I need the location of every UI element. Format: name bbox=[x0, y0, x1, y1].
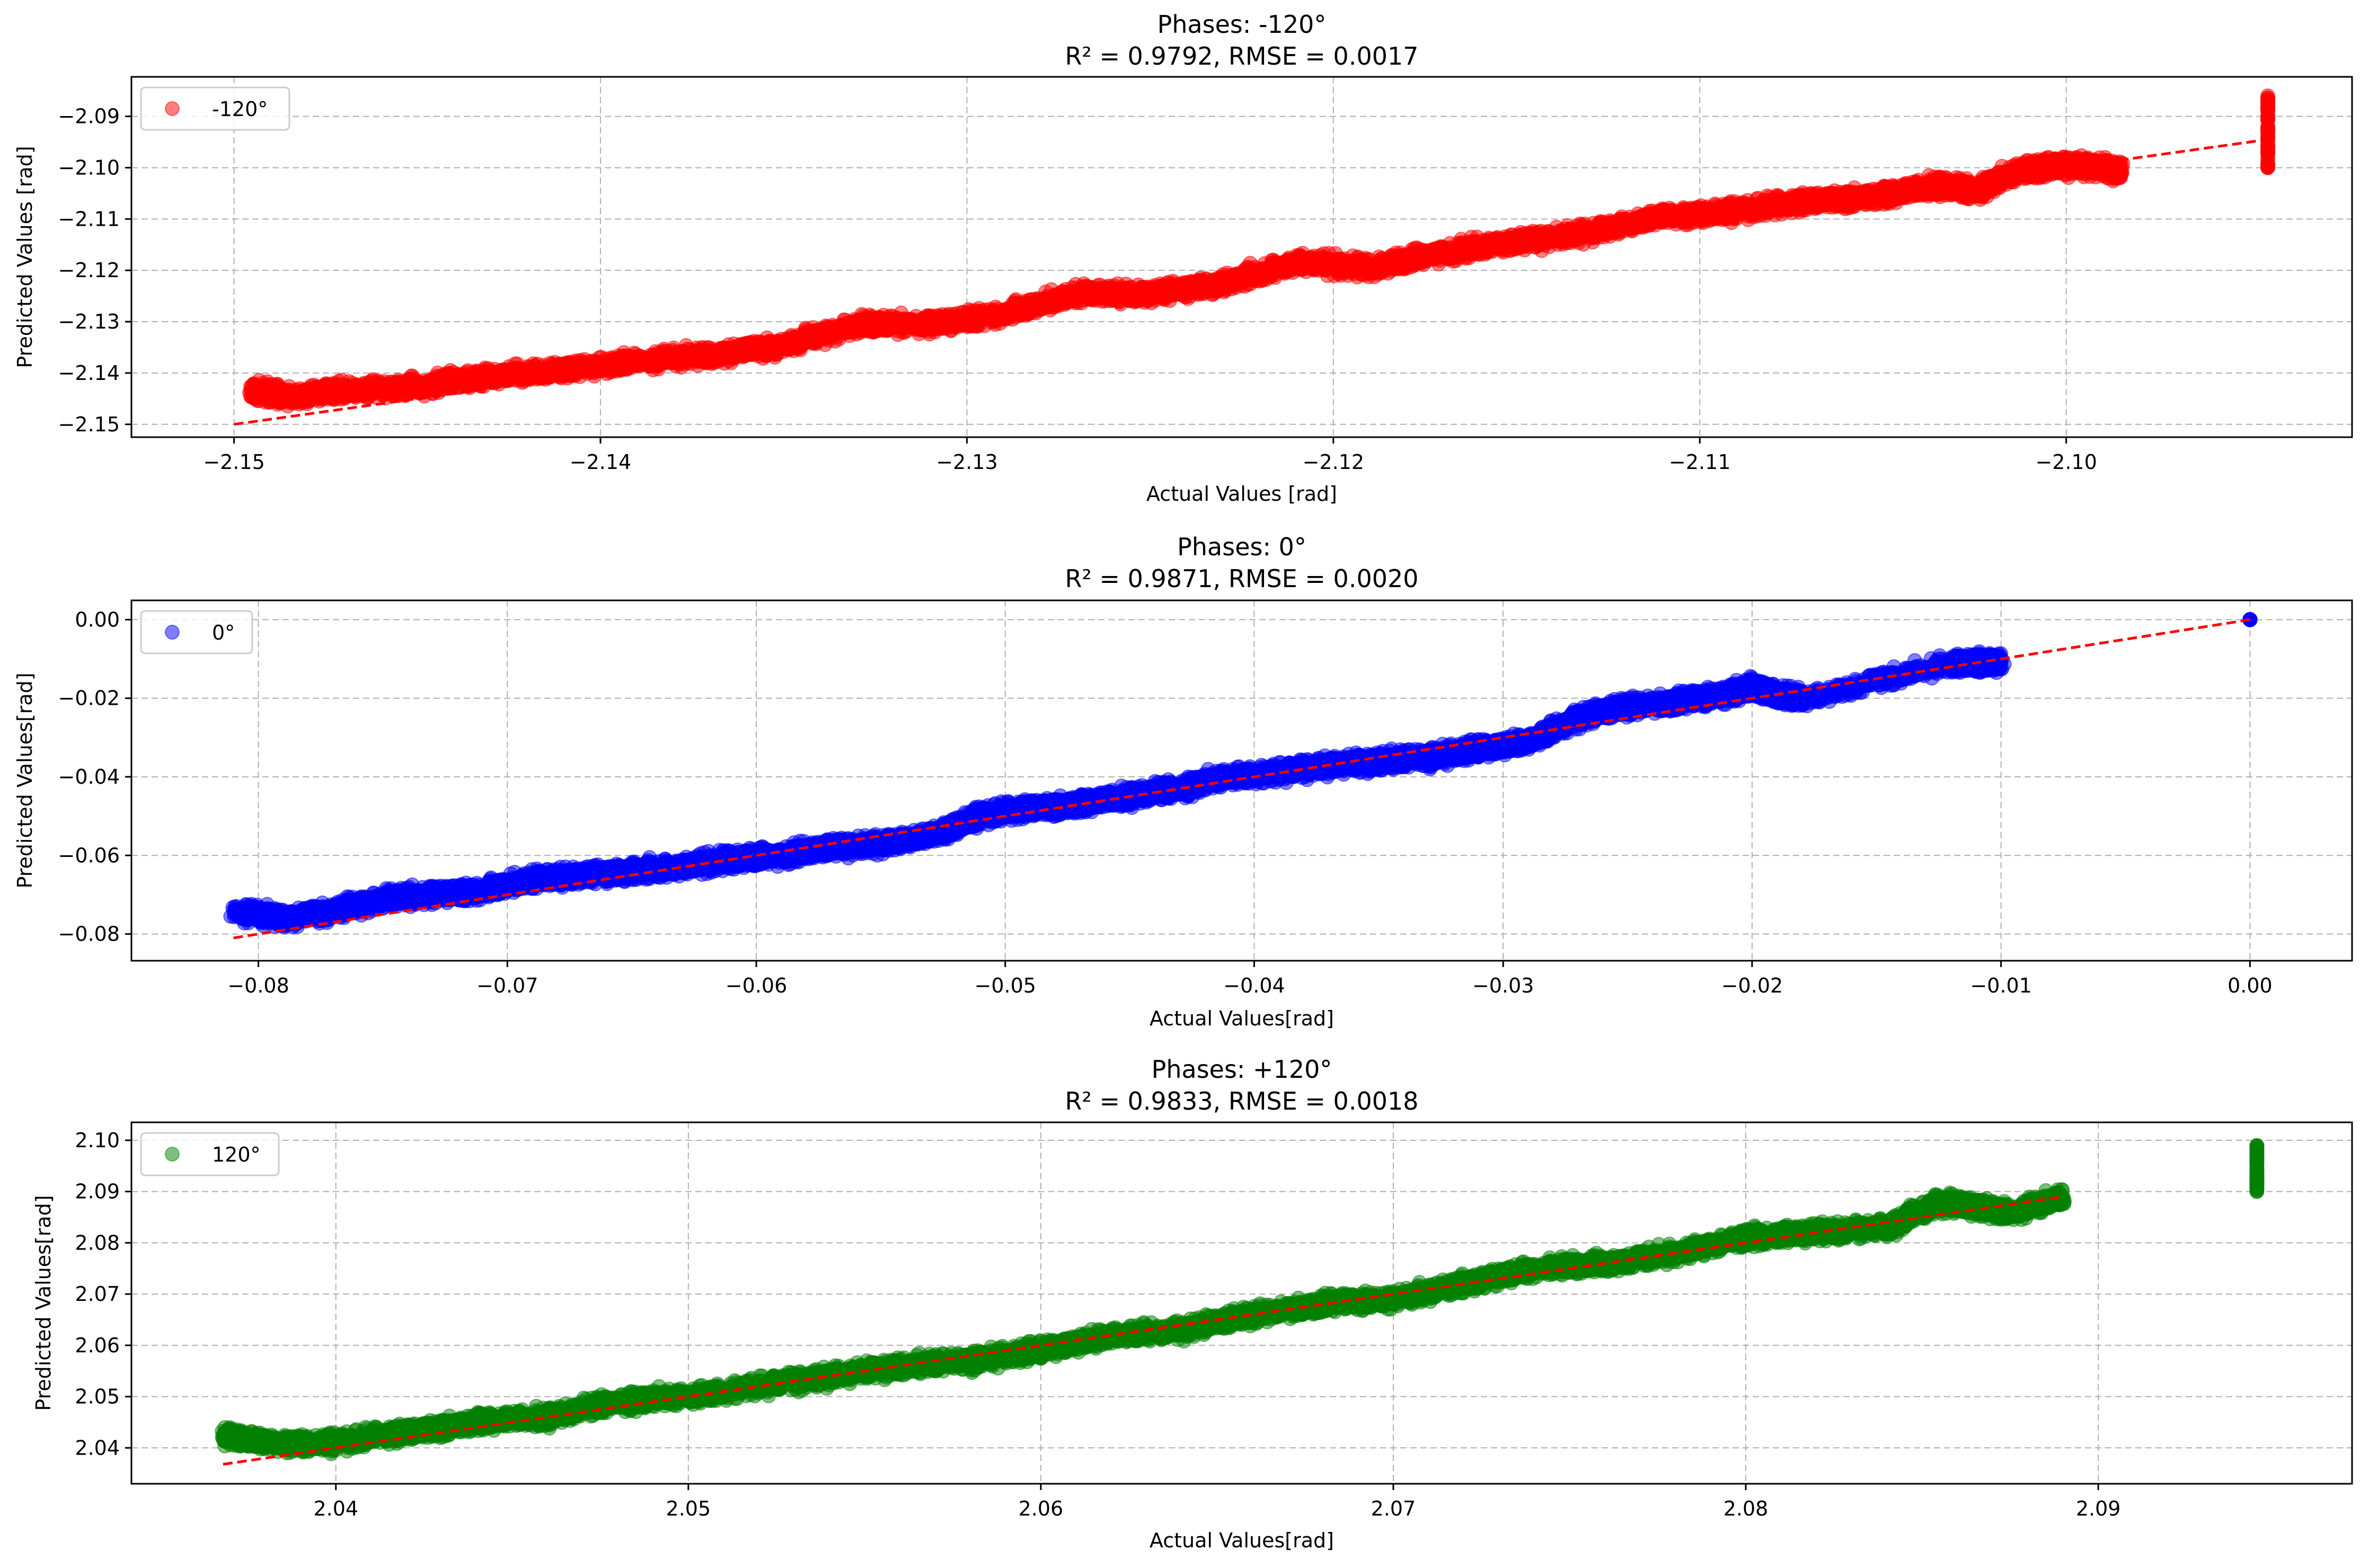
panel-1-data-point bbox=[1495, 238, 1508, 252]
panel-1-data-point bbox=[972, 304, 986, 318]
panel-1-data-point bbox=[464, 377, 478, 391]
panel-1-data-point bbox=[682, 351, 695, 365]
panel-1-data-point bbox=[1482, 231, 1496, 245]
panel-1-subtitle: R² = 0.9792, RMSE = 0.0017 bbox=[1065, 42, 1418, 70]
panel-1-data-point bbox=[889, 315, 903, 329]
panel-1-data-point bbox=[267, 388, 280, 402]
panel-1-points bbox=[243, 89, 2275, 413]
panel-1-data-point bbox=[324, 387, 338, 401]
panel-1: Phases: -120° R² = 0.9792, RMSE = 0.0017… bbox=[13, 10, 2352, 506]
panel-1-data-point bbox=[954, 313, 968, 327]
panel-1-data-point bbox=[499, 364, 512, 378]
panel-1-data-point bbox=[1107, 286, 1121, 300]
panel-1-data-point bbox=[797, 326, 811, 340]
panel-1-data-point bbox=[872, 311, 886, 324]
panel-1-title: Phases: -120° bbox=[1157, 10, 1327, 39]
panel-1-data-point bbox=[428, 375, 442, 388]
panel-1-data-point bbox=[1023, 293, 1037, 307]
panel-1-data-point bbox=[756, 351, 770, 365]
panel-1-data-point bbox=[1269, 262, 1283, 276]
panel-1-data-point bbox=[381, 377, 395, 391]
panel-1-data-point bbox=[1392, 262, 1406, 276]
panel-1-data-point bbox=[905, 321, 918, 334]
panel-1-data-point bbox=[1252, 264, 1266, 278]
panel-1-data-point bbox=[1121, 284, 1135, 298]
panel-1-data-point bbox=[941, 308, 955, 322]
panel-1-data-point bbox=[1554, 229, 1568, 243]
panel-1-data-point bbox=[1461, 235, 1474, 249]
